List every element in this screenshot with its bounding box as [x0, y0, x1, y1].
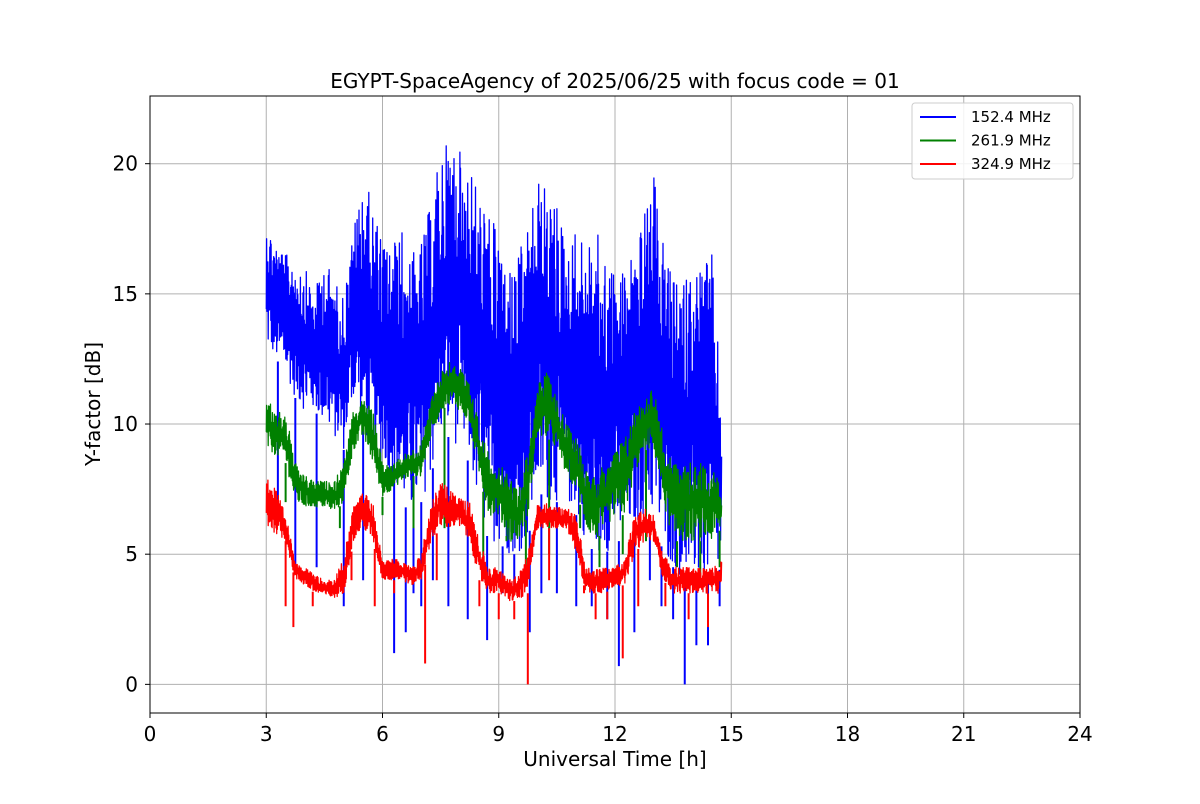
- series-line: [265, 145, 723, 575]
- y-tick-label: 0: [125, 672, 138, 696]
- y-axis-title: Y-factor [dB]: [81, 342, 105, 467]
- x-axis-title: Universal Time [h]: [523, 747, 706, 771]
- x-tick-label: 24: [1067, 722, 1092, 746]
- x-tick-label: 18: [835, 722, 860, 746]
- x-axis-ticks: 0 3 6 9 12 15 18 21 24: [144, 713, 1093, 746]
- x-tick-label: 15: [719, 722, 744, 746]
- y-axis-ticks: 0 5 10 15 20: [113, 152, 150, 696]
- y-tick-label: 5: [125, 542, 138, 566]
- y-tick-label: 10: [113, 412, 138, 436]
- x-tick-label: 21: [951, 722, 976, 746]
- x-tick-label: 12: [602, 722, 627, 746]
- plot-series: [265, 145, 723, 685]
- x-tick-label: 9: [492, 722, 505, 746]
- x-tick-label: 3: [260, 722, 273, 746]
- legend-box: [911, 102, 1074, 180]
- x-tick-label: 6: [376, 722, 389, 746]
- legend-label: 261.9 MHz: [971, 132, 1051, 150]
- legend-label: 152.4 MHz: [971, 108, 1051, 126]
- x-tick-label: 0: [144, 722, 157, 746]
- series-line: [265, 479, 723, 602]
- y-tick-label: 15: [113, 282, 138, 306]
- legend-label: 324.9 MHz: [971, 155, 1051, 173]
- legend: 152.4 MHz 261.9 MHz 324.9 MHz: [911, 102, 1074, 180]
- y-tick-label: 20: [113, 152, 138, 176]
- chart-title: EGYPT-SpaceAgency of 2025/06/25 with foc…: [330, 69, 899, 93]
- series-line: [265, 362, 723, 542]
